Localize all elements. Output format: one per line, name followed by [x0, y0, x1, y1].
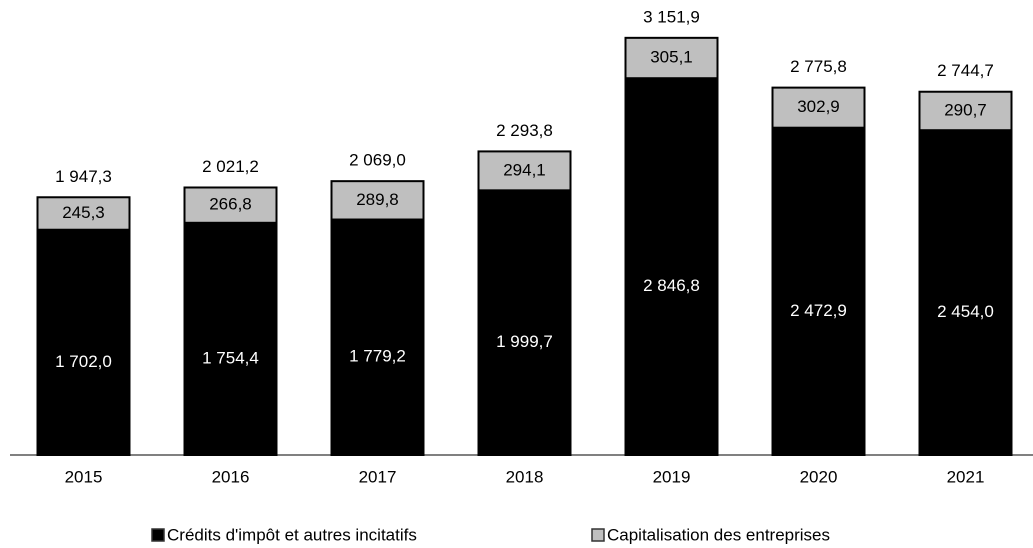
x-tick-label: 2021 — [947, 467, 985, 486]
value-label: 294,1 — [503, 160, 546, 179]
value-label: 289,8 — [356, 190, 399, 209]
value-label: 2 472,9 — [790, 301, 847, 320]
legend-label: Capitalisation des entreprises — [607, 525, 830, 544]
bar-segment — [183, 221, 278, 456]
value-label: 2 454,0 — [937, 302, 994, 321]
value-label: 1 999,7 — [496, 332, 553, 351]
legend-swatch — [151, 528, 165, 542]
x-tick-label: 2015 — [65, 467, 103, 486]
total-label: 1 947,3 — [55, 167, 112, 186]
x-tick-label: 2018 — [506, 467, 544, 486]
bar-segment — [36, 228, 131, 456]
total-label: 2 775,8 — [790, 57, 847, 76]
bar-segment — [330, 218, 425, 456]
total-label: 2 021,2 — [202, 157, 259, 176]
bar-segment — [330, 180, 425, 221]
bar-segment — [771, 126, 866, 457]
bar-segment — [624, 77, 719, 456]
bar-segment — [918, 90, 1013, 132]
total-label: 2 293,8 — [496, 121, 553, 140]
legend-swatch — [591, 528, 605, 542]
value-label: 2 846,8 — [643, 276, 700, 295]
value-label: 1 779,2 — [349, 347, 406, 366]
value-label: 1 702,0 — [55, 352, 112, 371]
total-label: 2 069,0 — [349, 151, 406, 170]
x-tick-label: 2017 — [359, 467, 397, 486]
value-label: 245,3 — [62, 203, 105, 222]
x-tick-label: 2020 — [800, 467, 838, 486]
bar-segment — [624, 36, 719, 80]
x-tick-label: 2016 — [212, 467, 250, 486]
bar-segment — [36, 196, 131, 231]
bar-segment — [183, 186, 278, 224]
legend-label: Crédits d'impôt et autres incitatifs — [167, 525, 417, 544]
value-label: 1 754,4 — [202, 348, 259, 367]
value-label: 302,9 — [797, 97, 840, 116]
value-label: 266,8 — [209, 195, 252, 214]
bar-segment — [477, 150, 572, 192]
bar-segment — [477, 189, 572, 456]
total-label: 2 744,7 — [937, 61, 994, 80]
bar-segment — [918, 129, 1013, 457]
value-label: 305,1 — [650, 48, 693, 67]
value-label: 290,7 — [944, 100, 987, 119]
x-tick-label: 2019 — [653, 467, 691, 486]
total-label: 3 151,9 — [643, 7, 700, 26]
bar-segment — [771, 86, 866, 129]
